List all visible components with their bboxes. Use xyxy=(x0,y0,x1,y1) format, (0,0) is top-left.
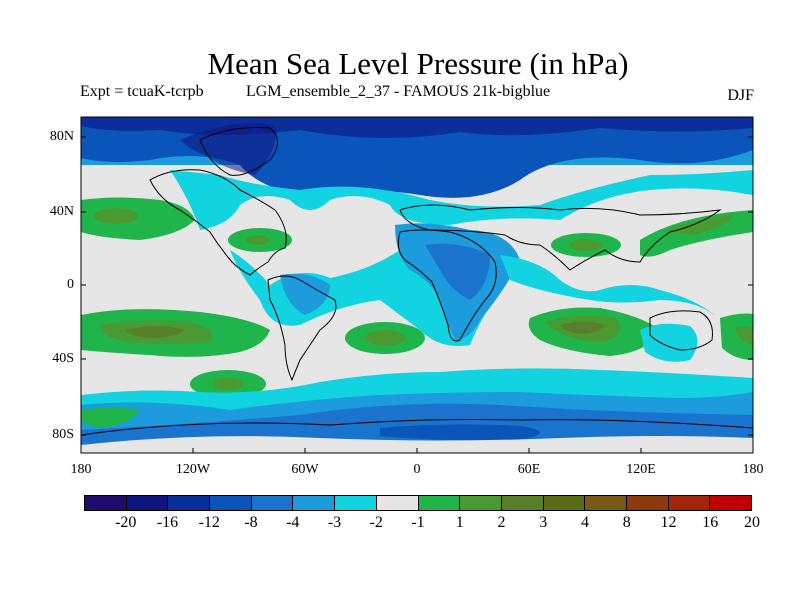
colorbar xyxy=(84,495,752,511)
lat-label-40s: 40S xyxy=(52,351,74,366)
colorbar-box xyxy=(501,496,544,510)
colorbar-box xyxy=(460,496,502,510)
colorbar-box xyxy=(626,496,669,510)
colorbar-label: 20 xyxy=(744,514,760,531)
colorbar-box xyxy=(376,496,419,510)
colorbar-label: -8 xyxy=(244,514,258,531)
colorbar-label: -12 xyxy=(198,514,220,531)
map-field xyxy=(81,117,753,453)
lat-label-80s: 80S xyxy=(52,427,74,442)
chart-title: Mean Sea Level Pressure (in hPa) xyxy=(207,46,629,81)
colorbar-label: -1 xyxy=(411,514,425,531)
colorbar-box xyxy=(543,496,586,510)
colorbar-label: 4 xyxy=(581,514,589,531)
season-label: DJF xyxy=(727,87,754,104)
lon-label-180w: 180 xyxy=(70,462,92,477)
run-name-label: LGM_ensemble_2_37 - FAMOUS 21k-bigblue xyxy=(246,83,551,100)
colorbar-label: -2 xyxy=(369,514,383,531)
colorbar-box xyxy=(251,496,294,510)
colorbar-box xyxy=(335,496,377,510)
lon-label-120w: 120W xyxy=(175,462,211,477)
lat-label-40n: 40N xyxy=(49,204,74,219)
lon-label-60w: 60W xyxy=(291,462,319,477)
colorbar-label: 16 xyxy=(702,514,719,531)
colorbar-box xyxy=(210,496,252,510)
lon-label-0: 0 xyxy=(413,462,421,477)
colorbar-label: 3 xyxy=(539,514,548,531)
colorbar-box xyxy=(418,496,461,510)
lat-label-0: 0 xyxy=(67,277,74,292)
colorbar-label: 1 xyxy=(455,514,464,531)
colorbar-label: 12 xyxy=(660,514,677,531)
colorbar-box xyxy=(585,496,627,510)
colorbar-box xyxy=(85,496,127,510)
colorbar-label: 8 xyxy=(622,514,631,531)
colorbar-label: 2 xyxy=(497,514,506,531)
colorbar-label: -16 xyxy=(156,514,179,531)
colorbar-box xyxy=(126,496,169,510)
colorbar-label: -20 xyxy=(115,514,137,531)
experiment-label: Expt = tcuaK-tcrpb xyxy=(80,83,204,100)
axis-ticks xyxy=(81,136,753,453)
lon-label-180e: 180 xyxy=(742,462,764,477)
colorbar-box xyxy=(293,496,336,510)
lat-label-80n: 80N xyxy=(49,129,74,144)
lon-label-120e: 120E xyxy=(626,462,656,477)
colorbar-box xyxy=(710,496,751,510)
coastlines xyxy=(81,127,753,436)
colorbar-box xyxy=(168,496,211,510)
colorbar-box xyxy=(668,496,711,510)
lon-label-60e: 60E xyxy=(517,462,541,477)
colorbar-label: -4 xyxy=(286,514,300,531)
colorbar-label: -3 xyxy=(327,514,342,531)
